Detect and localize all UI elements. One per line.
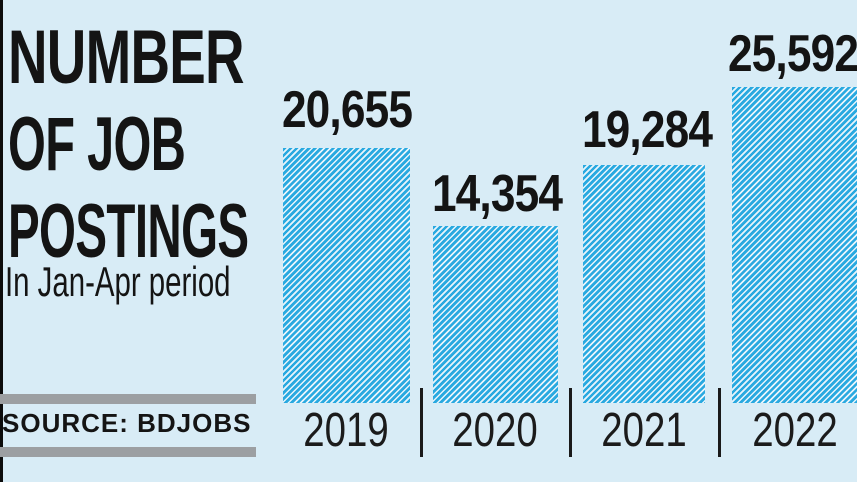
value-label-2020: 14,354	[431, 165, 563, 223]
chart-subtitle: In Jan-Apr period	[5, 258, 231, 305]
chart-title-line-2: OF JOB	[8, 102, 186, 187]
bar-2020	[433, 226, 558, 403]
chart-title: NUMBER OF JOB POSTINGS	[8, 14, 393, 275]
value-label-2019: 20,655	[281, 81, 413, 139]
year-label-2019: 2019	[303, 404, 389, 457]
year-divider-2	[569, 388, 572, 457]
source-divider-bottom	[0, 447, 256, 457]
year-label-2021: 2021	[601, 404, 687, 457]
value-label-2021: 19,284	[581, 101, 713, 159]
chart-title-line-3: POSTINGS	[8, 189, 249, 274]
bar-2019	[283, 148, 410, 403]
year-label-2022: 2022	[752, 404, 838, 457]
source-divider-top	[0, 394, 256, 404]
source-label: SOURCE: BDJOBS	[2, 408, 252, 438]
year-divider-1	[420, 388, 423, 457]
bar-2021	[583, 165, 705, 403]
year-divider-3	[718, 388, 721, 457]
chart-title-line-1: NUMBER	[8, 15, 245, 100]
value-label-2022: 25,592	[727, 25, 857, 83]
year-label-2020: 2020	[452, 404, 538, 457]
left-border-strip	[0, 0, 3, 482]
bar-2022	[732, 87, 857, 403]
